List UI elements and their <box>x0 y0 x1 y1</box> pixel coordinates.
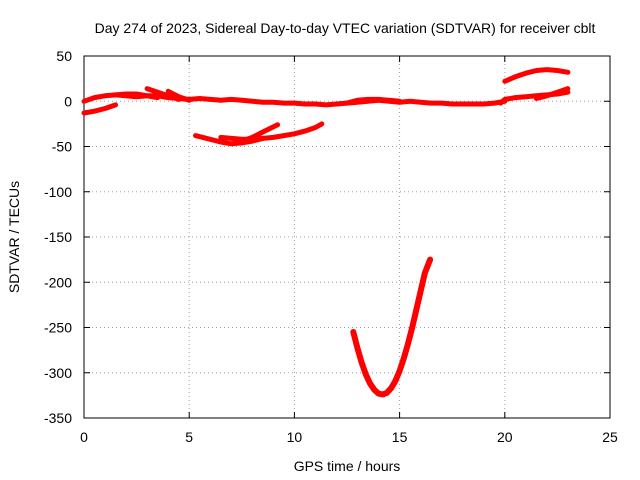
x-tick-label: 15 <box>392 429 408 445</box>
y-tick-label: -200 <box>44 274 72 290</box>
series-line-arc-7 <box>218 121 325 142</box>
y-tick-label: -150 <box>44 229 72 245</box>
y-tick-label: -250 <box>44 320 72 336</box>
grid-layer <box>84 56 610 418</box>
y-tick-label: -350 <box>44 410 72 426</box>
series-line-arc-3 <box>113 91 161 101</box>
tick-layer: 0 5 10 15 20 25 50 0 -50 -100 -150 -200 -250 -300 -350 <box>44 48 618 445</box>
x-tick-label: 0 <box>80 429 88 445</box>
x-tick-label: 5 <box>185 429 193 445</box>
series-line-arc-10 <box>350 256 434 398</box>
y-tick-label: -100 <box>44 184 72 200</box>
series-line-arc-2 <box>81 102 119 116</box>
x-axis-label: GPS time / hours <box>294 458 401 474</box>
series-layer <box>81 67 571 398</box>
chart-title: Day 274 of 2023, Sidereal Day-to-day VTE… <box>95 20 596 36</box>
series-line-arc-9 <box>344 96 403 106</box>
series-line-arc-13 <box>533 86 571 101</box>
y-tick-label: -50 <box>52 139 72 155</box>
series-line-arc-8 <box>239 122 281 144</box>
x-tick-label: 10 <box>287 429 303 445</box>
x-tick-label: 20 <box>497 429 513 445</box>
y-tick-label: -300 <box>44 365 72 381</box>
y-axis-label: SDTVAR / TECUs <box>6 181 22 293</box>
series-line-arc-12 <box>502 67 571 84</box>
x-tick-label: 25 <box>602 429 618 445</box>
series-line-arc-4 <box>144 86 182 102</box>
y-tick-label: 0 <box>64 93 72 109</box>
series-line-arc-5 <box>165 88 192 103</box>
y-tick-label: 50 <box>56 48 72 64</box>
plot-frame <box>83 55 611 419</box>
